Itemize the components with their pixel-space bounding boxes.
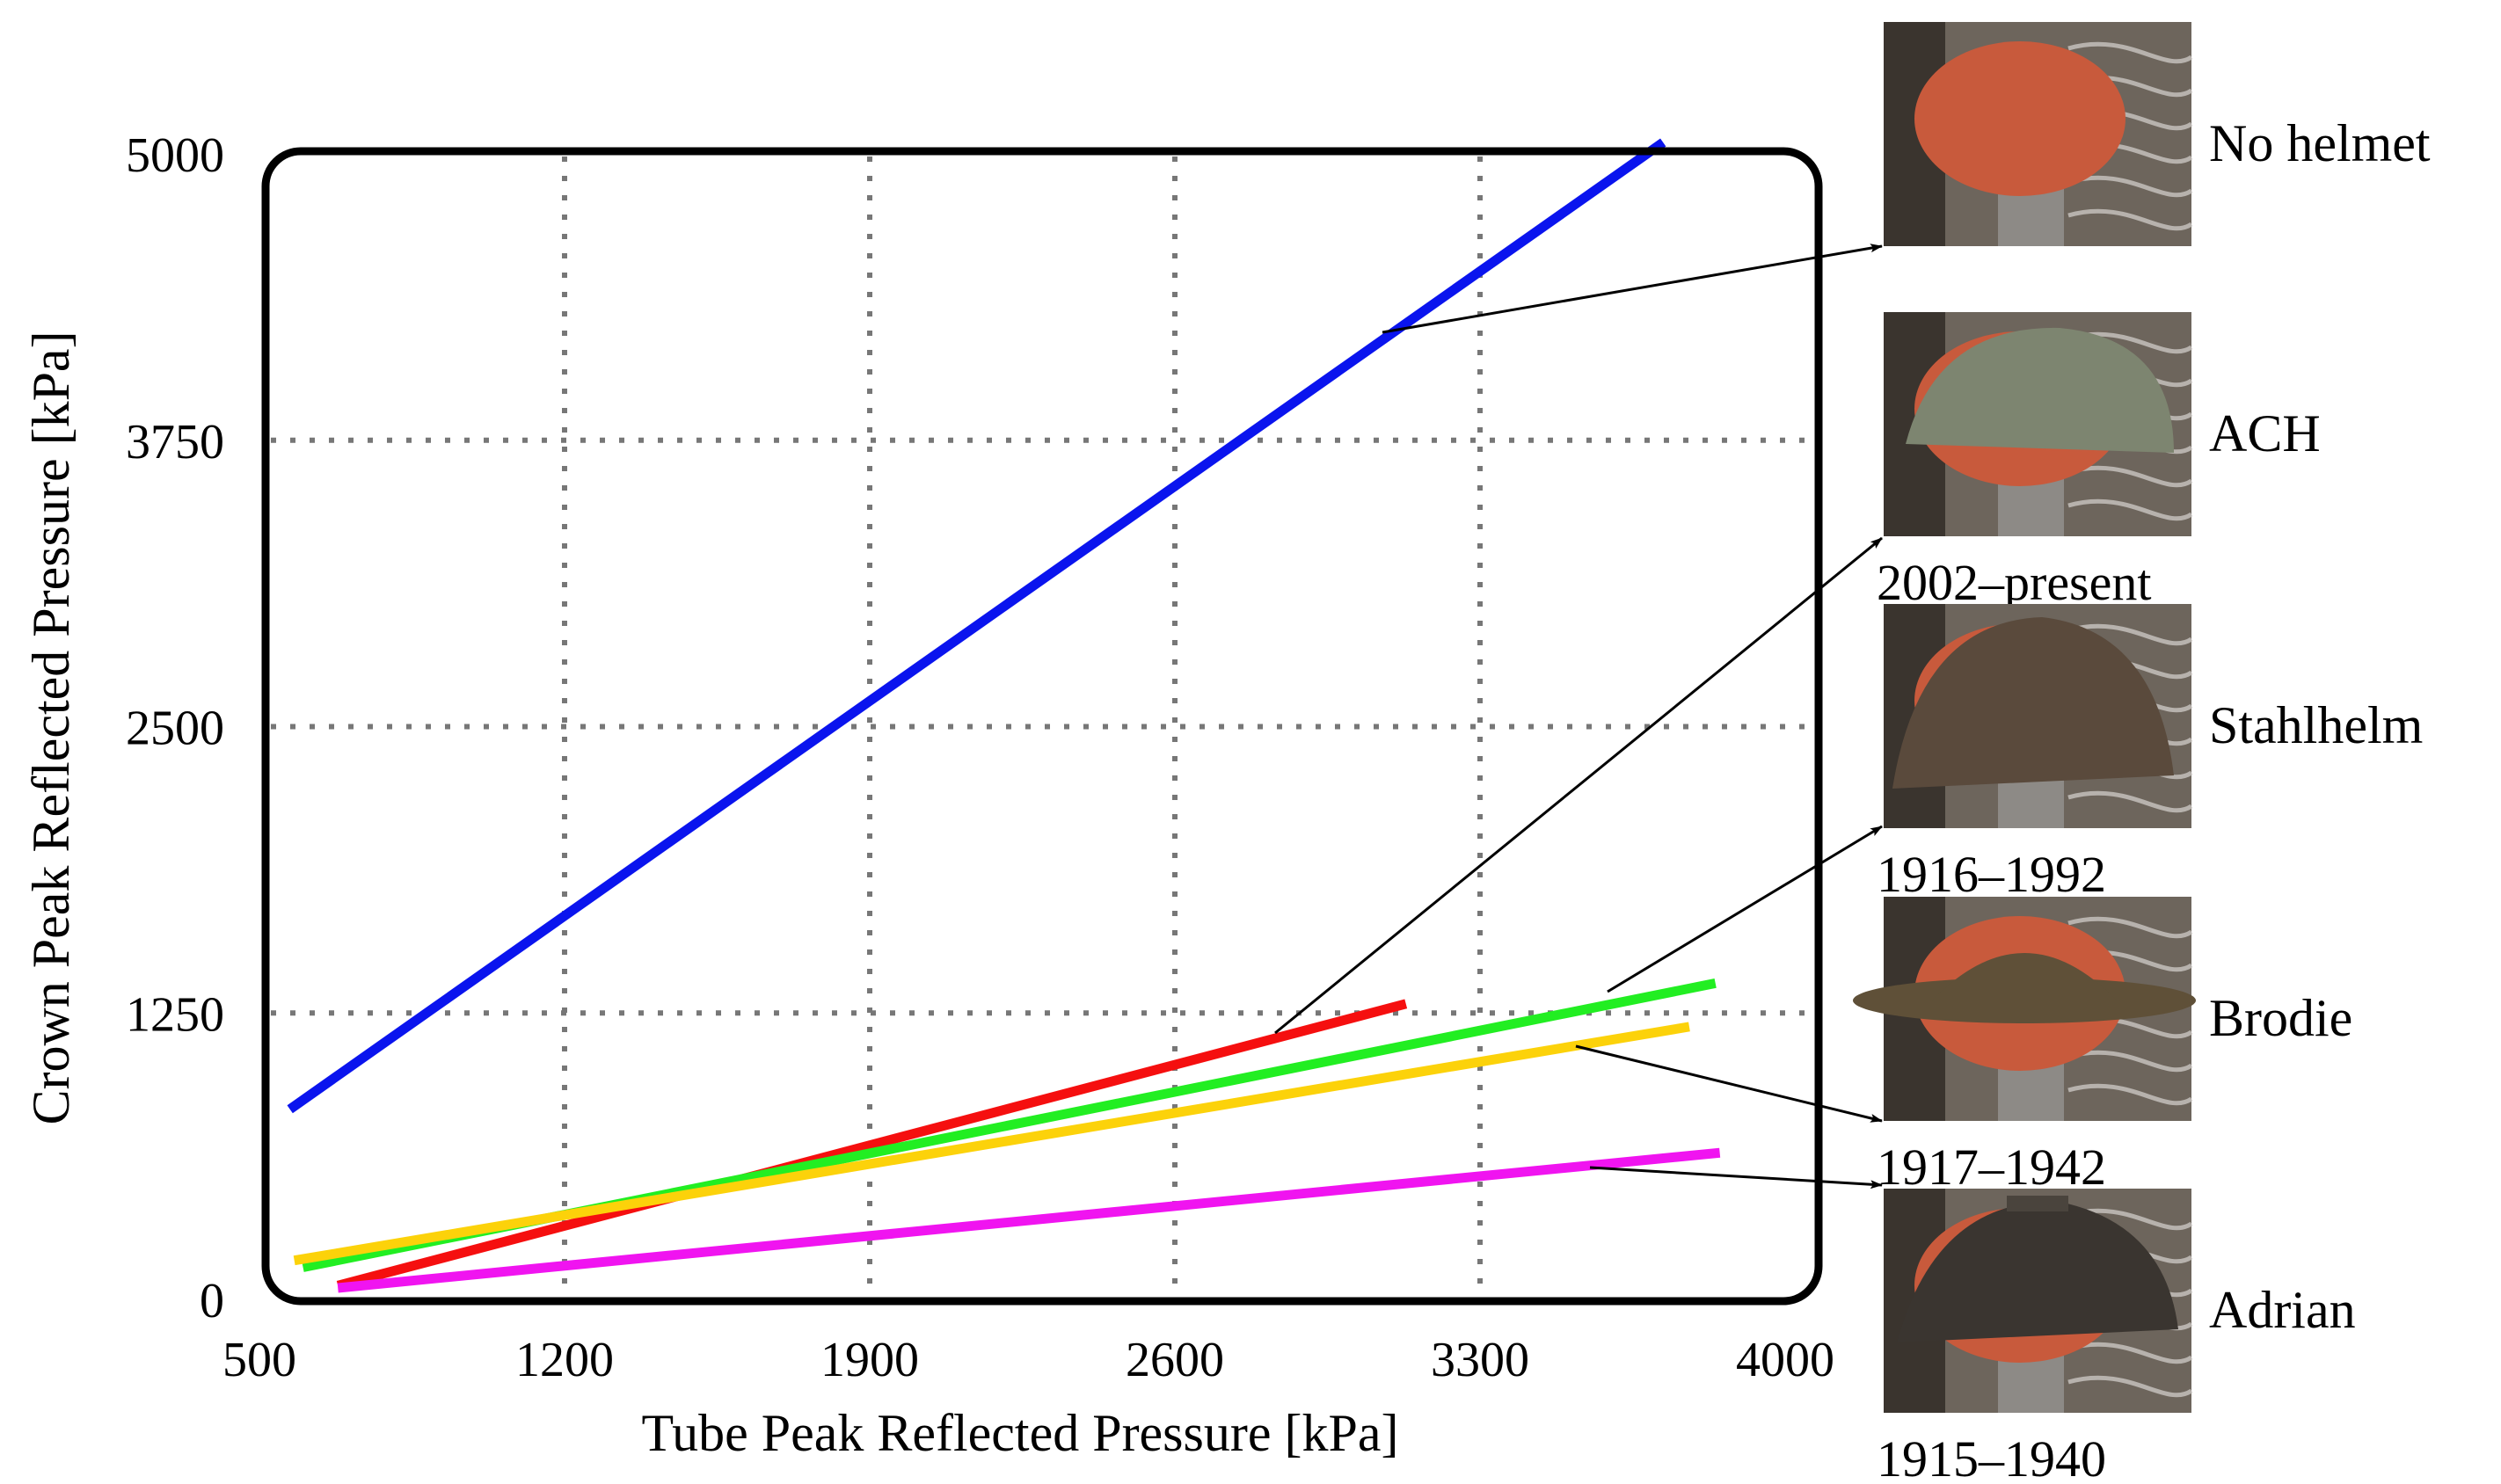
- x-tick-label: 2600: [1126, 1333, 1224, 1387]
- callout-arrow-no-helmet: [1382, 244, 1883, 334]
- series-line-adrian: [337, 1147, 1721, 1293]
- photo-years-brodie: 1917–1942: [1877, 1138, 2106, 1196]
- photo-adrian: Adrian 1915–1940: [1877, 1189, 2356, 1484]
- x-tick-label: 4000: [1736, 1333, 1834, 1387]
- photo-brodie: Brodie 1917–1942: [1853, 897, 2352, 1196]
- y-tick-label: 5000: [126, 128, 224, 183]
- photo-label-adrian: Adrian: [2209, 1281, 2356, 1339]
- series-lines: [287, 138, 1721, 1293]
- x-tick-label: 1900: [820, 1333, 919, 1387]
- photo-no-helmet: No helmet: [1884, 22, 2431, 246]
- photo-stahlhelm: Stahlhelm 1916–1992: [1877, 604, 2423, 903]
- photo-ach: ACH 2002–present: [1877, 312, 2321, 611]
- y-tick-label: 0: [200, 1274, 224, 1328]
- callout-arrow-stahlhelm: [1607, 825, 1883, 993]
- series-line-ach: [336, 999, 1408, 1291]
- x-axis-label: Tube Peak Reflected Pressure [kPa]: [642, 1404, 1399, 1462]
- plot-frame: [261, 147, 1823, 1306]
- grid: [271, 156, 1813, 1296]
- x-tick-label: 3300: [1431, 1333, 1529, 1387]
- photo-label-stahlhelm: Stahlhelm: [2209, 696, 2423, 754]
- photo-label-ach: ACH: [2209, 404, 2321, 462]
- photo-label-brodie: Brodie: [2209, 989, 2352, 1047]
- callout-arrow-adrian: [1589, 1166, 1883, 1189]
- series-line-brodie: [293, 1022, 1690, 1266]
- x-tick-label: 1200: [515, 1333, 614, 1387]
- y-tick-label: 1250: [126, 987, 224, 1042]
- photo-years-stahlhelm: 1916–1992: [1877, 846, 2106, 903]
- y-tick-label: 3750: [126, 415, 224, 469]
- tick-labels: 500 1200 1900 2600 3300 4000 0 1250 2500 3750 5000: [126, 128, 1834, 1387]
- series-line-no-helmet: [287, 138, 1666, 1114]
- photo-label-no-helmet: No helmet: [2209, 114, 2431, 172]
- photo-years-adrian: 1915–1940: [1877, 1430, 2106, 1484]
- helmet-photos: No helmet ACH 2002–present Stahlhelm 1916–19…: [1853, 22, 2431, 1484]
- x-tick-label: 500: [222, 1333, 296, 1387]
- y-axis-label: Crown Peak Reflected Pressure [kPa]: [22, 331, 80, 1124]
- y-tick-label: 2500: [126, 702, 224, 756]
- callout-arrow-ach: [1274, 536, 1883, 1035]
- callout-arrows: [1274, 244, 1883, 1189]
- photo-years-ach: 2002–present: [1877, 554, 2152, 611]
- callout-arrow-brodie: [1575, 1044, 1883, 1123]
